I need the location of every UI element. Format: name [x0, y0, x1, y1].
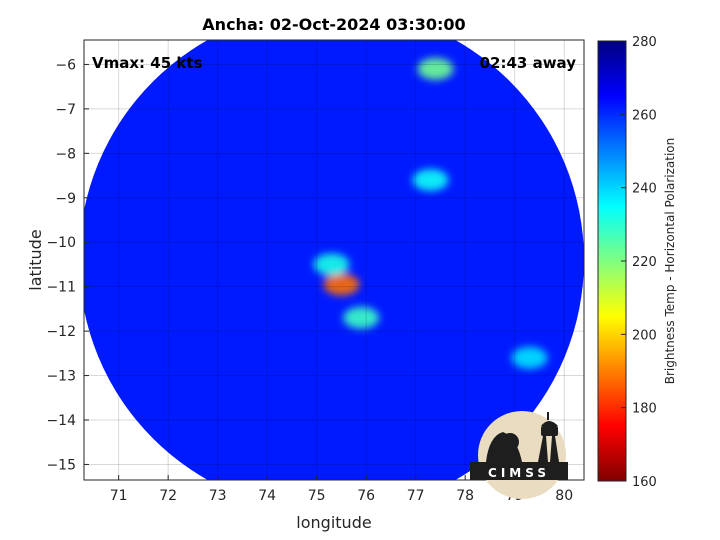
y-tick-label: −15: [46, 457, 76, 473]
x-tick-label: 78: [456, 488, 474, 504]
feature-southeast-band: [511, 346, 548, 369]
convection-features: [313, 57, 548, 369]
y-axis: −6 −7 −8 −9 −10 −11 −12 −13 −14 −15: [46, 57, 89, 473]
x-tick-label: 71: [110, 488, 128, 504]
y-axis-label: latitude: [26, 229, 45, 290]
x-tick-label: 76: [357, 488, 375, 504]
vmax-annotation: Vmax: 45 kts: [92, 54, 202, 72]
y-tick-label: −8: [55, 146, 76, 162]
feature-eastern-band: [412, 169, 449, 191]
y-tick-label: −12: [46, 324, 76, 340]
x-tick-label: 72: [159, 488, 177, 504]
x-tick-label: 74: [258, 488, 276, 504]
microwave-swath: [84, 40, 584, 480]
x-tick-label: 75: [308, 488, 326, 504]
colorbar-tick-label: 260: [632, 108, 657, 123]
y-tick-label: −6: [55, 57, 76, 73]
x-axis: 71727374757677787980: [110, 475, 573, 504]
logo-text: CIMSS: [488, 466, 550, 480]
y-tick-label: −13: [46, 369, 76, 385]
colorbar-tick-label: 240: [632, 182, 657, 197]
feature-inner-eyewall: [313, 253, 350, 276]
chart-title: Ancha: 02-Oct-2024 03:30:00: [202, 15, 465, 34]
x-tick-label: 80: [555, 488, 573, 504]
x-tick-label: 77: [407, 488, 425, 504]
colorbar-axis: 280 260 240 220 200 180 160: [621, 35, 657, 490]
colorbar-tick-label: 160: [632, 475, 657, 490]
grid: [84, 40, 584, 480]
y-tick-label: −10: [46, 235, 76, 251]
x-tick-label: 73: [209, 488, 227, 504]
colorbar-label: Brightness Temp - Horizontal Polarizatio…: [663, 138, 677, 385]
feature-eyewall-core: [323, 273, 360, 296]
colorbar-tick-label: 220: [632, 255, 657, 270]
y-tick-label: −11: [46, 280, 76, 296]
plot-frame: [83, 39, 585, 481]
y-tick-label: −9: [55, 191, 76, 207]
time-away-annotation: 02:43 away: [480, 54, 577, 72]
y-tick-label: −14: [46, 413, 76, 429]
x-axis-label: longitude: [296, 513, 371, 532]
cimss-logo-icon: CIMSS: [470, 411, 568, 499]
y-tick-label: −7: [55, 102, 76, 118]
feature-northeast-cell: [417, 57, 454, 80]
colorbar-tick-label: 180: [632, 402, 657, 417]
colorbar-tick-label: 280: [632, 35, 657, 50]
feature-southern-band: [343, 306, 380, 329]
colorbar-tick-label: 200: [632, 328, 657, 343]
